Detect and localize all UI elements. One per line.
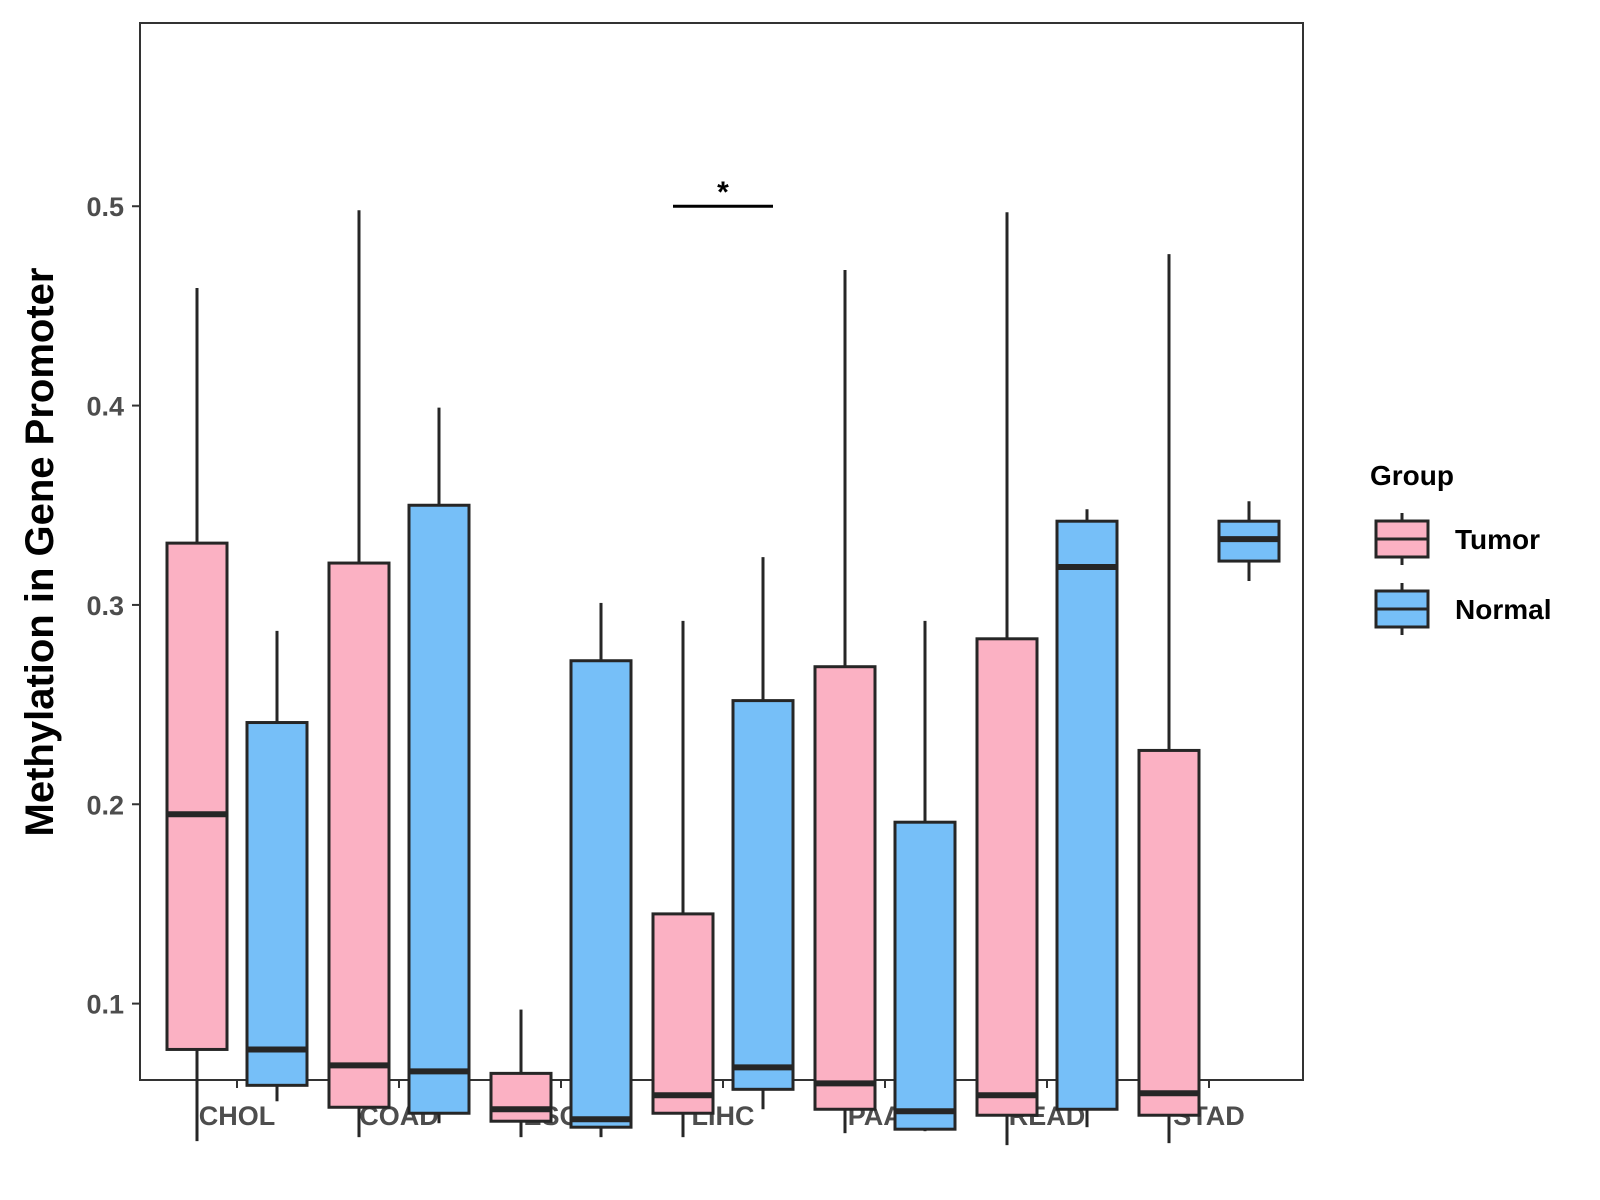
x-tick-label: CHOL	[199, 1101, 276, 1131]
y-axis-title: Methylation in Gene Promoter	[18, 268, 62, 837]
box-normal-paad	[893, 620, 957, 1132]
box-tumor-chol	[165, 287, 229, 1142]
y-tick-label: 0.2	[86, 790, 124, 820]
y-tick-label: 0.1	[86, 990, 124, 1020]
box-body	[1055, 519, 1119, 1111]
box-tumor-read	[975, 212, 1039, 1146]
box-tumor-coad	[327, 210, 391, 1138]
y-axis: 0.1 0.2 0.3 0.4 0.5	[86, 192, 140, 1020]
legend-label: Normal	[1455, 594, 1551, 625]
significance-annotations: *	[673, 176, 773, 209]
box-normal-stad	[1217, 501, 1281, 581]
box-body	[893, 820, 957, 1131]
box-tumor-paad	[813, 270, 877, 1134]
box-tumor-lihc	[651, 620, 715, 1138]
legend-label: Tumor	[1455, 524, 1540, 555]
box-body	[651, 912, 715, 1115]
box-body	[1137, 748, 1201, 1117]
box-body	[245, 721, 309, 1087]
box-body	[569, 659, 633, 1129]
box-body	[975, 637, 1039, 1117]
box-normal-lihc	[731, 557, 795, 1110]
legend-item-normal: Normal	[1374, 583, 1551, 635]
box-normal-esca	[569, 602, 633, 1138]
box-body	[731, 699, 795, 1091]
y-tick-label: 0.5	[86, 192, 124, 222]
box-normal-chol	[245, 630, 309, 1102]
box-tumor-stad	[1137, 254, 1201, 1144]
box-tumor-esca	[489, 1009, 553, 1138]
legend-title: Group	[1370, 460, 1454, 491]
box-normal-read	[1055, 509, 1119, 1128]
y-tick-label: 0.4	[86, 392, 124, 422]
boxes-layer	[165, 210, 1281, 1146]
significance-marker: *	[717, 176, 729, 209]
box-body	[489, 1071, 553, 1123]
box-body	[327, 561, 391, 1109]
box-body	[165, 541, 229, 1051]
box-body	[813, 665, 877, 1111]
y-tick-label: 0.3	[86, 591, 124, 621]
legend-item-tumor: Tumor	[1374, 513, 1540, 565]
legend: Group Tumor Normal	[1370, 460, 1551, 635]
box-body	[407, 503, 471, 1115]
box-normal-coad	[407, 407, 471, 1124]
